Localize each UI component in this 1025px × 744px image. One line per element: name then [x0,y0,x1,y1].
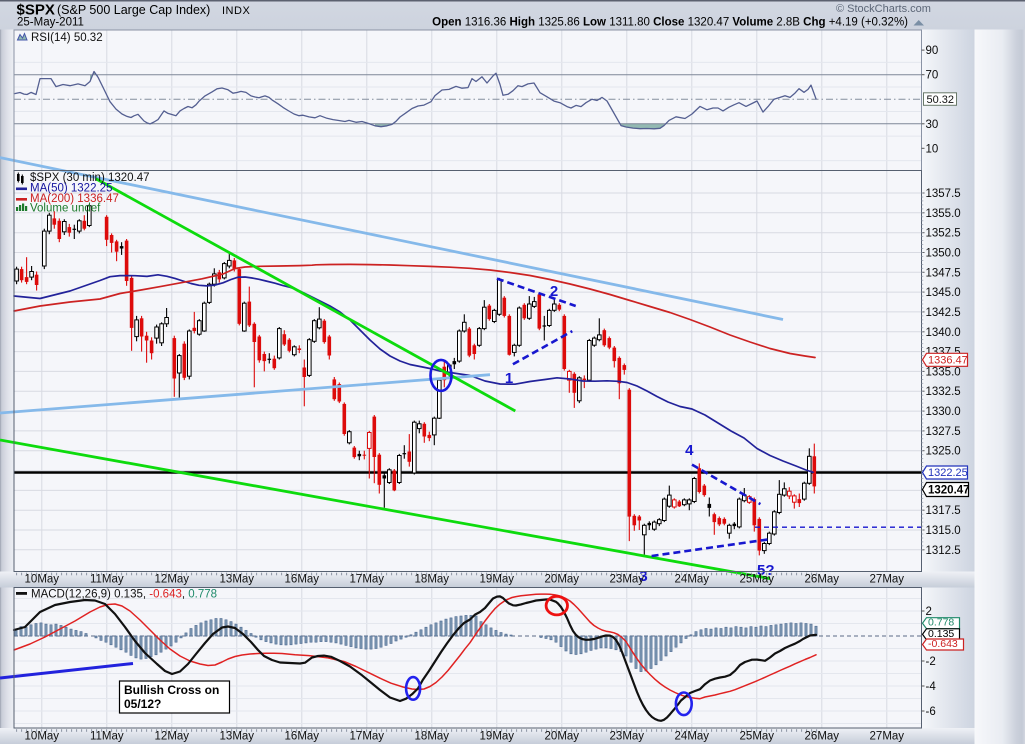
svg-text:0.135: 0.135 [928,628,954,640]
svg-text:20May: 20May [545,730,580,742]
svg-text:23May: 23May [610,574,645,586]
svg-text:25May: 25May [740,730,775,742]
svg-text:26May: 26May [805,730,840,742]
svg-text:MACD(12,26,9) 0.135, -0.643, 0: MACD(12,26,9) 0.135, -0.643, 0.778 [31,589,217,601]
svg-text:3: 3 [639,568,647,585]
svg-text:RSI(14) 50.32: RSI(14) 50.32 [31,32,103,44]
svg-text:-0.643: -0.643 [928,638,958,650]
svg-text:1320.47: 1320.47 [928,485,970,497]
svg-text:Open 1316.36 High 1325.86 Low: Open 1316.36 High 1325.86 Low 1311.80 Cl… [432,17,908,29]
svg-text:50.32: 50.32 [927,94,955,106]
svg-text:2: 2 [550,283,558,300]
svg-text:13May: 13May [220,574,255,586]
svg-text:(S&P 500 Large Cap Index): (S&P 500 Large Cap Index) [57,3,210,17]
svg-text:12May: 12May [155,574,190,586]
svg-text:19May: 19May [480,730,515,742]
svg-text:11May: 11May [90,574,124,586]
svg-text:12May: 12May [155,730,190,742]
svg-text:27May: 27May [870,574,905,586]
svg-text:© StockCharts.com: © StockCharts.com [836,3,931,15]
svg-text:1352.5: 1352.5 [926,228,961,240]
svg-text:-4: -4 [926,681,937,693]
svg-text:24May: 24May [675,574,710,586]
svg-text:11May: 11May [90,730,124,742]
svg-text:10: 10 [926,143,939,155]
svg-text:10May: 10May [25,574,60,586]
svg-text:30: 30 [926,119,939,131]
svg-text:1330.0: 1330.0 [926,406,961,418]
svg-text:1335.0: 1335.0 [926,366,961,378]
svg-text:1336.47: 1336.47 [928,354,968,366]
svg-text:05/12?: 05/12? [124,697,161,711]
svg-text:70: 70 [926,70,939,82]
svg-text:-2: -2 [926,656,936,668]
svg-text:1350.0: 1350.0 [926,248,961,260]
svg-text:17May: 17May [350,730,385,742]
svg-text:1355.0: 1355.0 [926,208,961,220]
svg-text:24May: 24May [675,730,710,742]
svg-text:1322.25: 1322.25 [928,467,968,479]
svg-text:18May: 18May [415,730,450,742]
svg-text:19May: 19May [480,574,515,586]
svg-text:Volume undef: Volume undef [30,203,101,215]
svg-text:16May: 16May [285,574,320,586]
svg-text:1: 1 [505,370,513,387]
svg-text:4: 4 [685,442,694,459]
svg-text:20May: 20May [545,574,580,586]
svg-text:$SPX (30 min) 1320.47: $SPX (30 min) 1320.47 [30,172,150,184]
svg-text:26May: 26May [805,574,840,586]
svg-text:27May: 27May [870,730,905,742]
svg-text:MA(200) 1336.47: MA(200) 1336.47 [30,193,119,205]
svg-text:17May: 17May [350,574,385,586]
svg-text:Bullish Cross on: Bullish Cross on [124,683,219,697]
svg-text:1327.5: 1327.5 [926,426,961,438]
svg-text:1332.5: 1332.5 [926,386,961,398]
svg-text:2: 2 [926,606,932,618]
svg-text:1340.0: 1340.0 [926,327,961,339]
svg-text:0.778: 0.778 [928,617,954,629]
svg-text:90: 90 [926,45,939,57]
svg-text:-6: -6 [926,706,936,718]
svg-text:1317.5: 1317.5 [926,505,961,517]
svg-text:MA(50) 1322.25: MA(50) 1322.25 [30,183,112,195]
svg-text:25May: 25May [740,574,775,586]
svg-text:10May: 10May [25,730,60,742]
svg-text:1315.0: 1315.0 [926,525,961,537]
svg-text:1342.5: 1342.5 [926,307,961,319]
svg-text:1345.0: 1345.0 [926,287,961,299]
svg-text:1312.5: 1312.5 [926,545,961,557]
svg-text:18May: 18May [415,574,450,586]
svg-text:$SPX: $SPX [17,2,55,19]
svg-text:25-May-2011: 25-May-2011 [17,17,84,29]
svg-text:13May: 13May [220,730,255,742]
svg-text:INDX: INDX [222,5,250,17]
svg-text:1325.0: 1325.0 [926,446,961,458]
svg-text:23May: 23May [610,730,645,742]
svg-text:1347.5: 1347.5 [926,267,961,279]
svg-text:1357.5: 1357.5 [926,188,961,200]
svg-text:16May: 16May [285,730,320,742]
